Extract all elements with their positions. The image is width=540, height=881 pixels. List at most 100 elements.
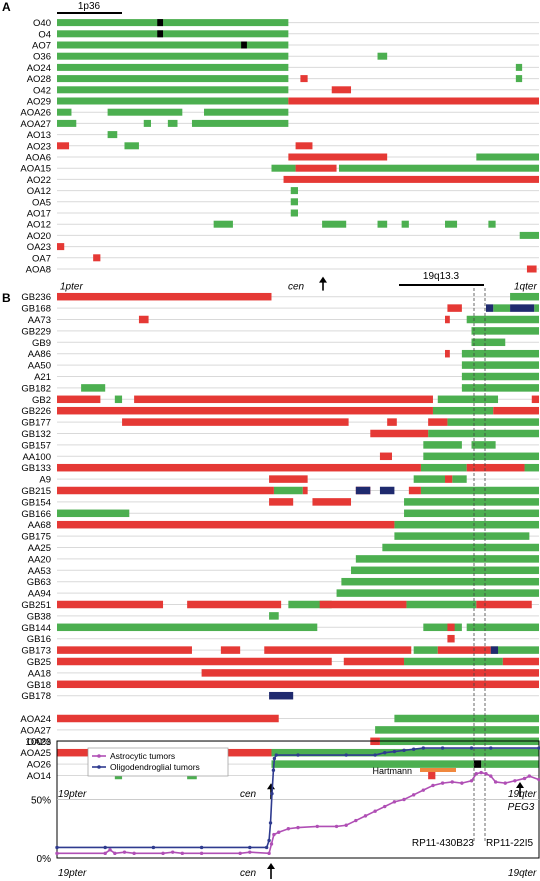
series-point (269, 842, 274, 846)
x-label-pter: 19pter (58, 868, 87, 879)
black-segment (473, 760, 482, 768)
series-point (344, 753, 348, 757)
row-label: AA20 (28, 554, 51, 565)
green-segment (338, 164, 539, 172)
red-segment (331, 86, 352, 94)
green-segment (57, 108, 72, 116)
series-point (489, 746, 493, 750)
green-segment (423, 623, 462, 632)
red-segment (57, 680, 539, 689)
row-label: GB178 (21, 691, 51, 702)
row-label: GB63 (27, 577, 51, 588)
series-point (248, 850, 252, 854)
navy-segment (269, 691, 294, 700)
green-segment (107, 108, 183, 116)
row-label: A9 (39, 475, 51, 486)
red-segment (295, 164, 337, 172)
green-segment (471, 327, 539, 335)
green-segment (377, 220, 388, 228)
green-segment (488, 220, 496, 228)
percent-plot: 100% 50% 0% Astrocytic tumorsOligodendrogli… (25, 737, 540, 879)
red-segment (57, 463, 421, 472)
row-label: AA18 (28, 668, 51, 679)
red-segment (138, 315, 149, 324)
series-point (113, 851, 117, 856)
navy-segment (355, 486, 371, 495)
row-label: GB16 (27, 634, 51, 645)
green-segment (394, 520, 539, 529)
row-label: GB226 (21, 406, 51, 417)
red-segment (447, 304, 462, 312)
green-segment (57, 97, 289, 105)
green-segment (382, 543, 539, 552)
panel-a: A 1p36 O40O4AO7O36AO24AO28O42AO29AOA26AOA2… (2, 0, 539, 293)
green-segment (271, 748, 539, 757)
green-segment (490, 646, 539, 654)
green-segment (423, 441, 462, 449)
row-label: GB25 (27, 657, 51, 668)
green-segment (461, 361, 539, 369)
red-segment (445, 349, 450, 358)
green-segment (445, 220, 458, 228)
row-label: GB9 (32, 338, 51, 349)
series-point (402, 748, 406, 753)
green-segment (288, 600, 332, 609)
green-segment (57, 41, 289, 49)
green-segment (447, 418, 539, 426)
row-label: OA23 (27, 242, 51, 253)
red-segment (264, 646, 412, 654)
red-segment (134, 395, 433, 404)
panel-b: B 19q13.3 GB236GB168AA73GB229GB9AA86AA50A2… (2, 271, 539, 842)
series-point (170, 850, 175, 854)
green-segment (401, 220, 409, 228)
x-label-cen: cen (240, 868, 257, 879)
panel-label: B (2, 291, 11, 305)
series-point (238, 851, 242, 856)
green-segment (269, 612, 279, 620)
legend-box (87, 747, 229, 777)
series-point (270, 791, 274, 796)
series-point (180, 851, 185, 856)
green-segment (471, 338, 506, 347)
red-segment (445, 475, 453, 483)
green-segment (406, 600, 477, 609)
x-label-pter: 1pter (60, 282, 83, 293)
series-point (296, 825, 300, 830)
green-segment (452, 475, 467, 483)
green-segment (290, 209, 298, 217)
green-segment (355, 555, 539, 563)
green-segment (510, 292, 539, 301)
row-label: GB18 (27, 680, 51, 691)
red-segment (502, 657, 539, 666)
red-segment (295, 142, 313, 150)
series-point (484, 772, 488, 776)
y-tick-label: 50% (31, 796, 51, 807)
panel-label: A (2, 0, 11, 14)
series-point (431, 783, 435, 788)
red-segment (319, 600, 407, 609)
row-label: GB215 (21, 486, 51, 497)
green-segment (213, 220, 233, 228)
black-segment (157, 30, 164, 38)
green-segment (57, 75, 289, 83)
red-segment (220, 646, 241, 654)
x-label-pter: 19pter (58, 789, 87, 800)
row-label: GB182 (21, 383, 51, 394)
series-point (315, 824, 319, 829)
green-segment (107, 131, 118, 139)
green-segment (437, 395, 499, 404)
series-point (411, 793, 416, 797)
series-point (132, 851, 136, 856)
series-point (450, 780, 454, 784)
red-segment (531, 395, 539, 404)
arrow-head (267, 783, 275, 790)
series-point (474, 772, 479, 776)
navy-segment (379, 486, 395, 495)
red-segment (526, 265, 537, 273)
series-point (267, 851, 271, 856)
x-label-qter: 19qter (508, 868, 537, 879)
red-segment (466, 463, 525, 472)
row-label: AO17 (27, 209, 51, 220)
green-segment (57, 19, 289, 27)
series-point (392, 749, 397, 754)
